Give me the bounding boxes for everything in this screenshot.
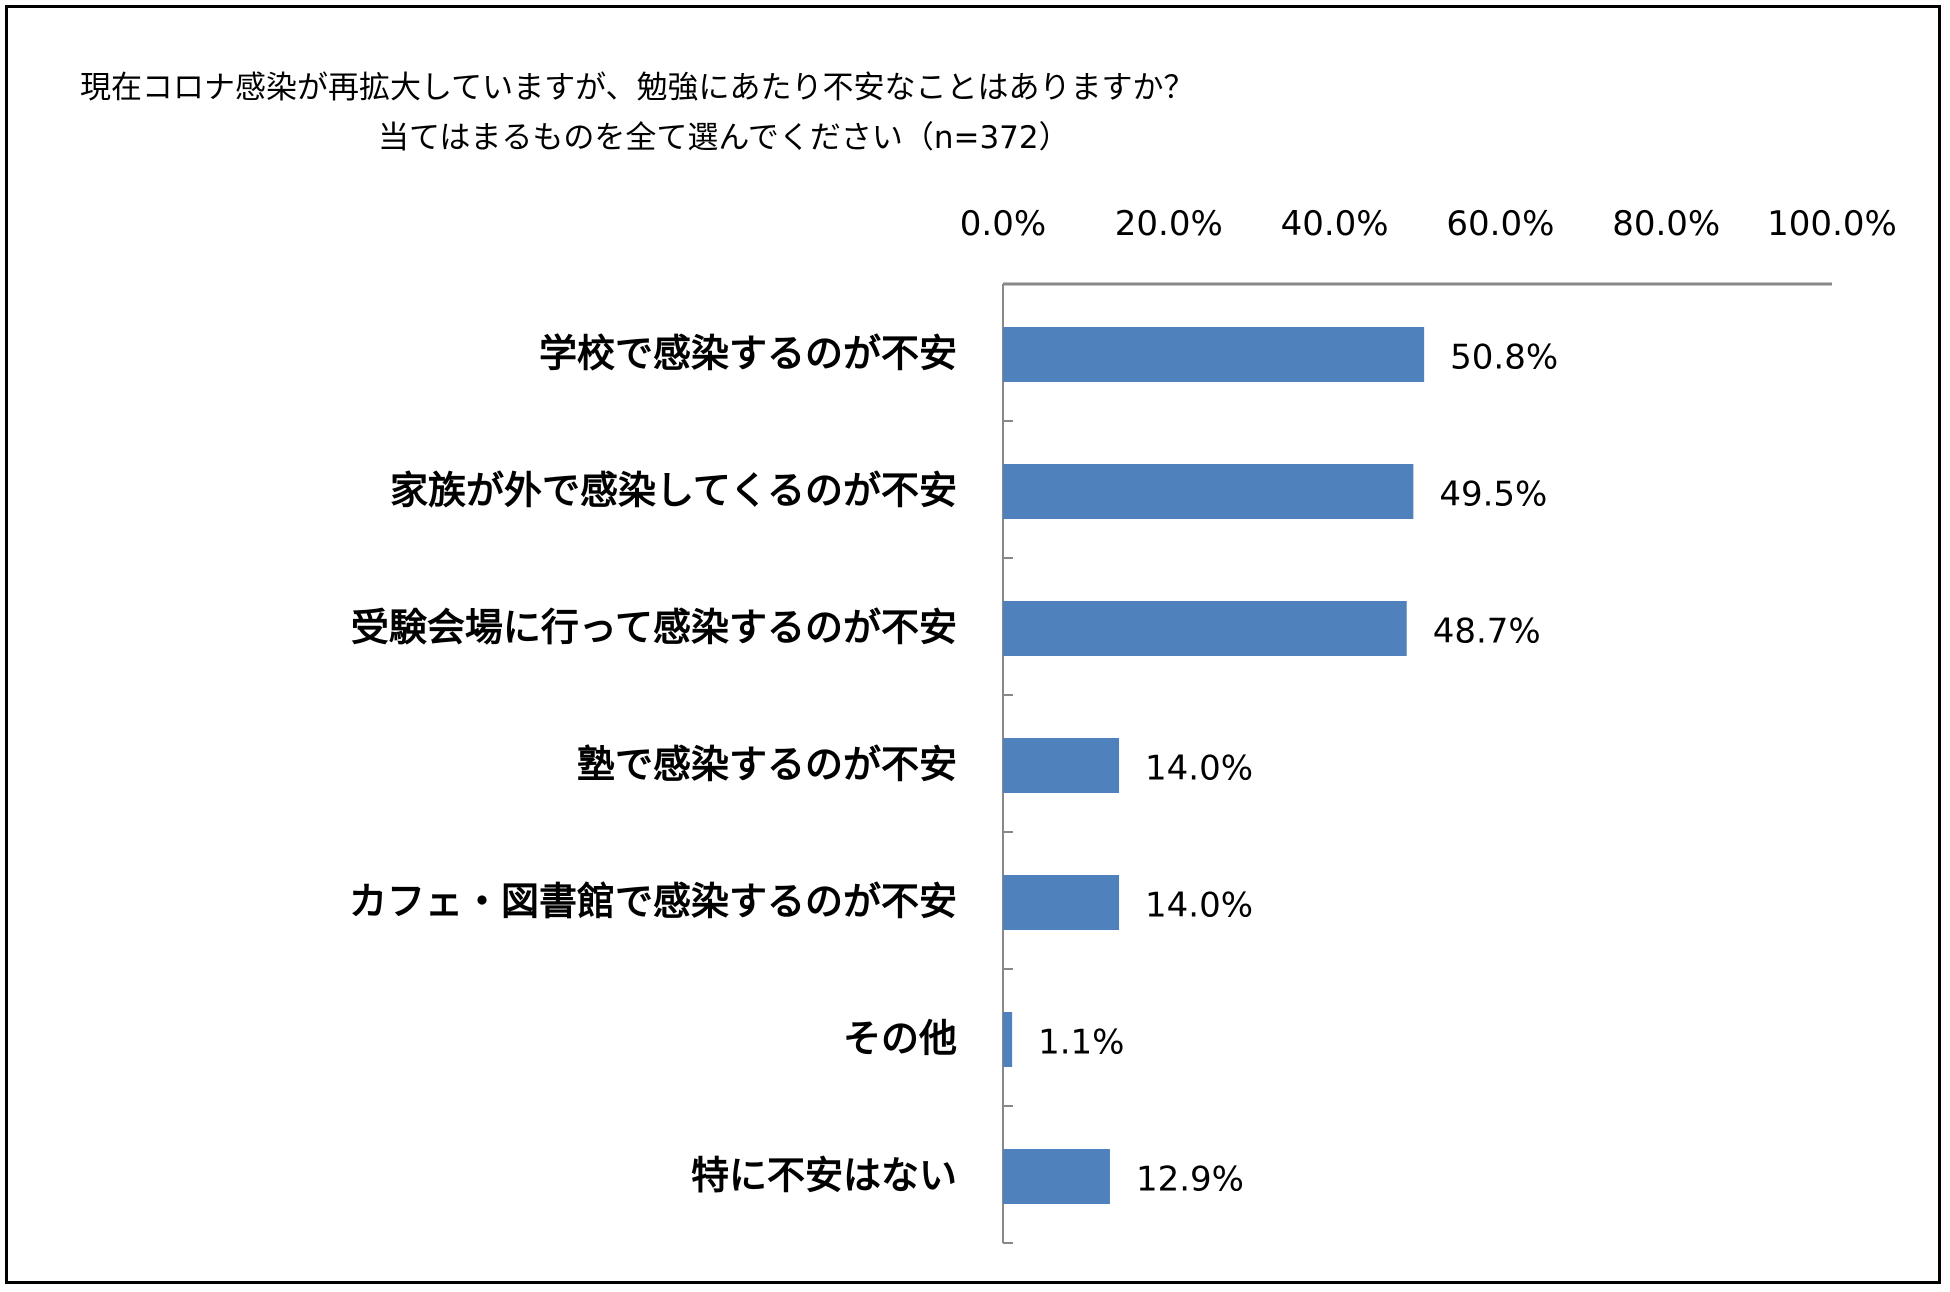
x-tick-label: 20.0% (1115, 204, 1223, 244)
x-tick-label: 100.0% (1767, 204, 1897, 244)
bar (1003, 327, 1425, 382)
data-label: 1.1% (1038, 1023, 1124, 1063)
chart-title: 現在コロナ感染が再拡大していますが、勉強にあたり不安なことはありますか？ (80, 70, 1195, 106)
bar (1003, 464, 1414, 519)
x-tick-label: 40.0% (1281, 204, 1389, 244)
bar (1003, 1149, 1110, 1204)
x-tick-label: 0.0% (960, 204, 1046, 244)
category-label: その他 (843, 1017, 957, 1061)
bar (1003, 601, 1407, 656)
bar (1003, 1012, 1013, 1067)
bar (1003, 738, 1120, 793)
data-label: 48.7% (1433, 612, 1541, 652)
chart-subtitle: 当てはまるものを全て選んでください（n=372） (378, 120, 1070, 156)
data-label: 50.8% (1450, 338, 1558, 378)
x-tick-label: 80.0% (1612, 204, 1720, 244)
category-label: 塾で感染するのが不安 (577, 743, 957, 787)
category-label: 特に不安はない (691, 1154, 957, 1198)
category-label: 受験会場に行って感染するのが不安 (351, 606, 957, 650)
category-label: 学校で感染するのが不安 (539, 332, 957, 376)
data-label: 14.0% (1145, 886, 1253, 926)
data-label: 49.5% (1439, 475, 1547, 515)
data-label: 12.9% (1136, 1160, 1244, 1200)
x-tick-label: 60.0% (1446, 204, 1554, 244)
chart-frame (5, 5, 1941, 1284)
category-label: 家族が外で感染してくるのが不安 (390, 469, 957, 513)
category-label: カフェ・図書館で感染するのが不安 (349, 880, 957, 924)
bar (1003, 875, 1120, 930)
data-label: 14.0% (1145, 749, 1253, 789)
